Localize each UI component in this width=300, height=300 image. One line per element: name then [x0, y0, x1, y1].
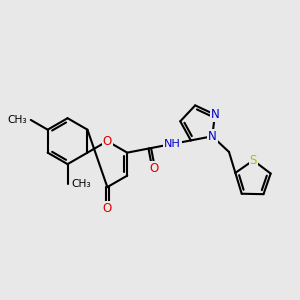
Text: O: O — [103, 202, 112, 215]
Text: O: O — [103, 135, 112, 148]
Text: CH₃: CH₃ — [71, 179, 91, 189]
Text: N: N — [211, 108, 219, 121]
Text: NH: NH — [164, 139, 181, 149]
Text: CH₃: CH₃ — [8, 115, 27, 125]
Text: O: O — [149, 162, 158, 175]
Text: N: N — [208, 130, 217, 143]
Text: S: S — [250, 154, 257, 167]
